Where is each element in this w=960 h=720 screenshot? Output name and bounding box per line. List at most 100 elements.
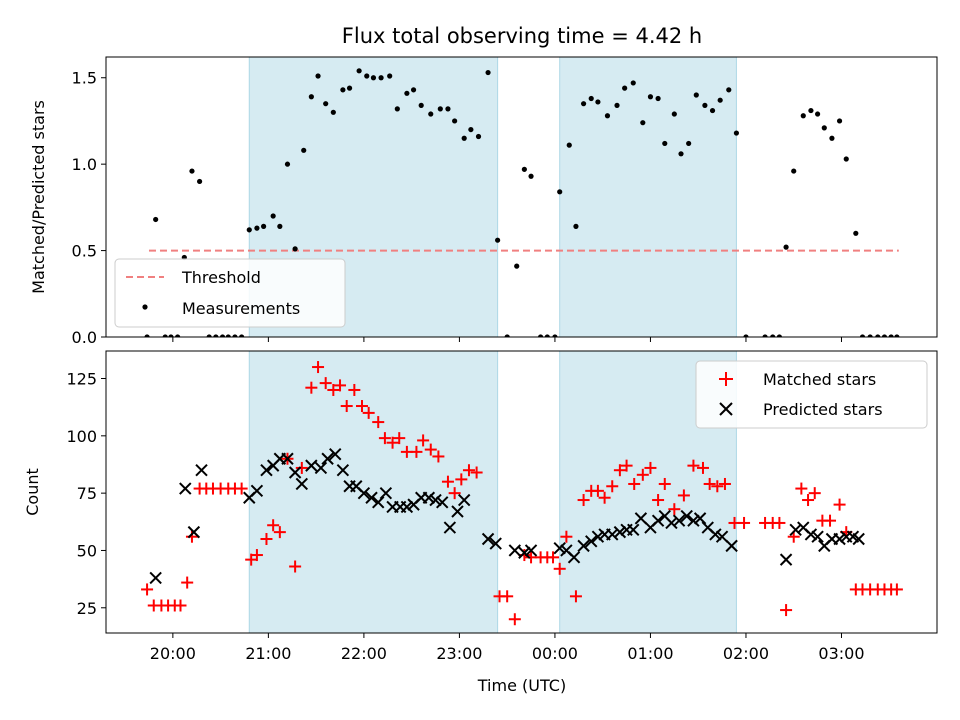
predicted-star-point xyxy=(811,530,824,543)
measurement-point xyxy=(888,334,894,337)
legend-matched-label: Matched stars xyxy=(763,370,876,389)
predicted-star-point xyxy=(429,493,442,507)
measurement-point xyxy=(213,334,219,337)
matched-star-point xyxy=(808,487,821,500)
measurement-point xyxy=(881,334,888,337)
predicted-star-point xyxy=(422,491,436,504)
predicted-star-point xyxy=(481,532,495,546)
matched-star-point xyxy=(547,551,560,564)
matched-star-point xyxy=(424,443,437,456)
measurement-point xyxy=(225,334,231,337)
measurement-point xyxy=(239,334,245,337)
top-shaded-regions xyxy=(248,56,737,338)
measurement-point xyxy=(144,334,150,337)
measurement-point xyxy=(622,85,628,91)
predicted-star-point xyxy=(725,539,738,553)
measurement-point xyxy=(829,135,835,141)
measurement-point xyxy=(566,142,572,148)
predicted-star-point xyxy=(804,528,818,541)
matched-star-point xyxy=(677,489,690,502)
matched-star-point xyxy=(455,473,468,486)
measurement-point xyxy=(394,106,400,112)
measurement-point xyxy=(595,99,601,105)
matched-star-point xyxy=(833,498,846,511)
predicted-star-point xyxy=(852,532,865,546)
predicted-star-point xyxy=(372,496,385,509)
predicted-star-point xyxy=(489,537,502,550)
matched-star-point xyxy=(553,562,566,575)
measurement-point xyxy=(284,161,291,167)
measurement-point xyxy=(614,102,620,108)
measurement-point xyxy=(709,107,716,114)
measurement-point xyxy=(588,95,594,102)
bottom-y-ticks: 25 50 75 100 125 xyxy=(66,370,106,618)
measurement-point xyxy=(733,130,740,136)
bottom-x-ticks: 20:00 21:00 22:00 23:00 00:00 01:00 02:00 03:00 xyxy=(150,633,865,663)
top-panel: 0.0 0.5 1.0 1.5 Matched/Predicted stars Thr… xyxy=(29,56,938,347)
bottom-y-tick-label: 75 xyxy=(77,484,97,503)
predicted-star-point xyxy=(314,461,328,475)
measurement-point xyxy=(495,237,501,243)
top-legend: Threshold Measurements xyxy=(114,258,346,328)
matched-star-point xyxy=(319,377,332,390)
measurement-point xyxy=(197,178,203,185)
top-y-tick-label: 1.5 xyxy=(72,69,97,88)
predicted-star-point xyxy=(295,477,309,491)
top-y-tick-label: 0.5 xyxy=(72,242,97,261)
matched-star-point xyxy=(577,494,590,507)
predicted-star-point xyxy=(779,553,793,566)
x-tick-label: 03:00 xyxy=(818,644,864,663)
x-tick-label: 02:00 xyxy=(723,644,769,663)
chart-title: Flux total observing time = 4.42 h xyxy=(342,24,702,48)
bottom-data-points xyxy=(141,361,903,626)
predicted-star-point xyxy=(187,525,201,539)
predicted-star-point xyxy=(687,514,700,527)
matched-star-point xyxy=(644,461,657,474)
predicted-star-point xyxy=(451,505,464,518)
matched-star-point xyxy=(348,383,361,396)
x-axis-label: Time (UTC) xyxy=(477,676,566,695)
x-tick-label: 00:00 xyxy=(532,644,578,663)
predicted-star-point xyxy=(553,541,566,555)
measurement-point xyxy=(544,334,550,337)
matched-star-point xyxy=(606,480,619,493)
predicted-star-point xyxy=(789,523,802,537)
matched-star-point xyxy=(448,487,461,500)
predicted-star-point xyxy=(149,571,162,585)
predicted-star-point xyxy=(365,491,378,504)
measurement-point xyxy=(671,111,677,117)
matched-star-point xyxy=(355,400,368,413)
predicted-star-point xyxy=(672,514,686,527)
measurement-point xyxy=(693,92,699,98)
predicted-star-point xyxy=(591,530,605,543)
legend-threshold-label: Threshold xyxy=(181,268,261,287)
measurement-point xyxy=(604,113,611,119)
matched-star-point xyxy=(432,450,445,463)
predicted-star-point xyxy=(680,509,693,523)
predicted-legend-swatch xyxy=(719,402,733,416)
measurement-point xyxy=(219,334,226,337)
matched-star-point xyxy=(250,549,263,562)
measurement-point xyxy=(370,75,377,81)
bottom-y-axis-label: Count xyxy=(23,468,42,516)
measurement-point xyxy=(743,334,749,337)
measurement-point xyxy=(647,94,654,100)
predicted-star-point xyxy=(634,512,648,525)
predicted-star-point xyxy=(305,459,318,472)
matched-star-point xyxy=(569,590,582,603)
matched-star-point xyxy=(462,464,475,477)
matched-star-point xyxy=(174,599,187,612)
predicted-star-point xyxy=(585,535,598,548)
matched-star-point xyxy=(470,466,483,479)
measurement-point xyxy=(800,113,806,119)
measurement-point xyxy=(452,118,458,124)
measurement-point xyxy=(662,140,668,147)
measurement-point xyxy=(261,223,267,229)
bottom-y-tick-label: 100 xyxy=(66,427,97,446)
measurement-point xyxy=(783,244,789,250)
measurement-point xyxy=(843,156,849,162)
matched-star-point xyxy=(652,494,665,507)
matched-star-point xyxy=(738,516,751,529)
measurement-point xyxy=(678,151,684,157)
measurement-point xyxy=(475,133,482,140)
